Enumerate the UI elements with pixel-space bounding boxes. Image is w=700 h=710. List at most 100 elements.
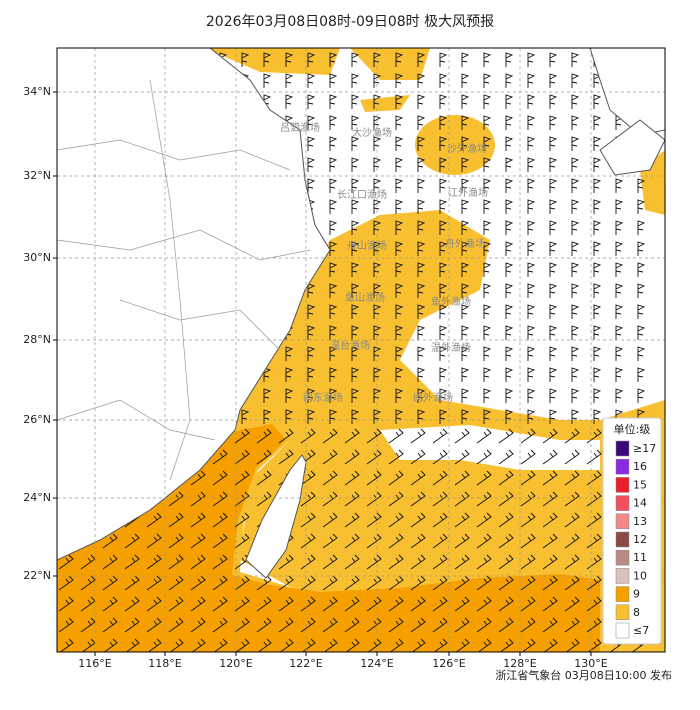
wind-barb (212, 512, 228, 528)
wind-barb (505, 220, 514, 235)
wind-barb (615, 367, 624, 382)
wind-barb (549, 325, 558, 340)
lon-label: 124°E (360, 657, 393, 670)
wind-barb (549, 367, 558, 382)
wind-barb (505, 283, 514, 298)
lat-label: 34°N (23, 85, 51, 98)
wind-barb (527, 409, 536, 424)
wind-barb (285, 52, 294, 67)
wind-barb (564, 575, 580, 591)
wind-barb (329, 178, 338, 193)
wind-barb (571, 220, 580, 235)
wind-barb (322, 575, 338, 591)
wind-barb (593, 367, 602, 382)
wind-barb (366, 428, 382, 444)
wind-barb (549, 136, 558, 151)
wind-barb (549, 199, 558, 214)
wind-barb (505, 325, 514, 340)
wind-barb (461, 52, 470, 67)
wind-barb (307, 178, 316, 193)
wind-barb (520, 575, 536, 591)
wind-barb (432, 533, 448, 549)
wind-barb (234, 428, 250, 444)
lat-label: 22°N (23, 569, 51, 582)
wind-barb (454, 575, 470, 591)
wind-barb (351, 388, 360, 403)
map-title: 2026年03月08日08时-09日08时 极大风预报 (206, 14, 494, 30)
wind-barb (417, 73, 426, 88)
wind-barb (593, 220, 602, 235)
wind-barb (549, 157, 558, 172)
wind-barb (527, 94, 536, 109)
wind-barb (329, 136, 338, 151)
wind-barb (366, 449, 382, 465)
wind-barb (395, 220, 404, 235)
wind-barb (615, 178, 624, 193)
wind-barb (212, 617, 228, 633)
legend-label: ≥17 (633, 442, 656, 455)
wind-barb (571, 325, 580, 340)
wind-barb (417, 409, 426, 424)
wind-barb (257, 638, 272, 652)
wind-barb (593, 178, 602, 193)
wind-barb (285, 94, 294, 109)
wind-barb (461, 241, 470, 256)
wind-barb (278, 554, 294, 570)
wind-barb (329, 325, 338, 340)
wind-barb (439, 136, 448, 151)
wind-barb (234, 470, 250, 486)
wind-barb (329, 283, 338, 298)
wind-barb (439, 262, 448, 277)
lat-label: 24°N (23, 491, 51, 504)
wind-barb (351, 52, 360, 67)
wind-barb (542, 596, 558, 612)
wind-barb (439, 94, 448, 109)
wind-barb (593, 346, 602, 361)
wind-barb (58, 596, 74, 612)
wind-barb (417, 199, 426, 214)
wind-barb (146, 596, 162, 612)
wind-barb (366, 512, 382, 528)
wind-barb (455, 638, 470, 652)
wind-barb (345, 638, 360, 652)
wind-barb (549, 220, 558, 235)
wind-barb (395, 94, 404, 109)
wind-barb (542, 575, 558, 591)
wind-barb (235, 638, 250, 652)
wind-barb (322, 449, 338, 465)
wind-barb (549, 241, 558, 256)
wind-barb (395, 241, 404, 256)
wind-barb (637, 367, 646, 382)
wind-barb (461, 325, 470, 340)
wind-barb (571, 52, 580, 67)
wind-barb (417, 241, 426, 256)
lon-label: 126°E (432, 657, 465, 670)
wind-barb (278, 617, 294, 633)
taiwan (245, 454, 307, 579)
wind-barb (417, 115, 426, 130)
wind-barb (476, 533, 492, 549)
wind-barb (212, 470, 228, 486)
wind-barb (586, 470, 602, 486)
wind-barb (520, 449, 536, 465)
wind-barb (300, 575, 316, 591)
wind-barb (234, 449, 250, 465)
wind-barb (520, 554, 536, 570)
wind-barb (212, 596, 228, 612)
wind-barb (549, 304, 558, 319)
wind-barb (520, 470, 536, 486)
wind-barb (388, 428, 404, 444)
legend-swatch (615, 604, 630, 621)
legend-swatch (615, 440, 630, 457)
wind-barb (351, 325, 360, 340)
wind-barb (593, 94, 602, 109)
wind-barb (344, 491, 360, 507)
wind-barb (564, 554, 580, 570)
wind-barb (505, 346, 514, 361)
wind-barb (439, 115, 448, 130)
wind-barb (432, 449, 448, 465)
wind-barb (461, 178, 470, 193)
wind-barb (439, 199, 448, 214)
wind-barb (432, 554, 448, 570)
wind-barb (439, 157, 448, 172)
